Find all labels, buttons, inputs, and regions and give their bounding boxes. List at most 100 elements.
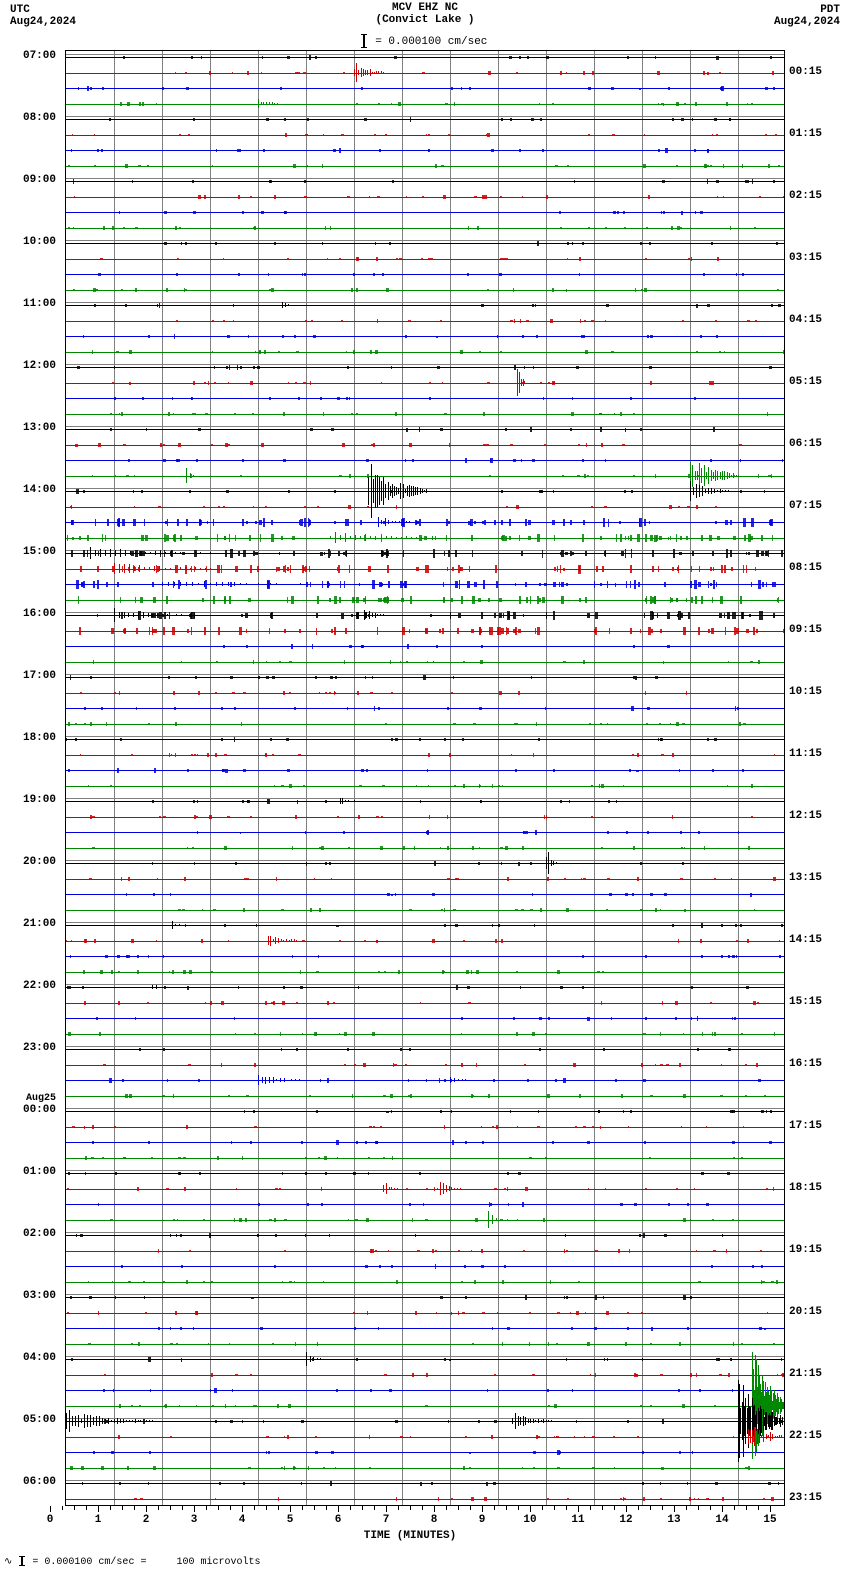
grid-hline [66,364,784,365]
grid-hline [66,1480,784,1481]
x-minor-tick [74,1506,75,1510]
x-minor-tick [422,1506,423,1510]
grid-vline [114,51,115,1505]
seismic-trace [66,1251,784,1252]
x-minor-tick [614,1506,615,1510]
seismic-trace [66,1452,784,1453]
seismic-event [90,553,210,554]
footer: ∿ = 0.000100 cm/sec = 100 microvolts [4,1556,850,1568]
seismic-event [690,476,738,477]
left-hour-label: 04:00 [23,1353,56,1364]
x-minor-tick [374,1506,375,1510]
x-minor-tick [206,1506,207,1510]
seismic-trace [66,135,784,136]
station-code: MCV EHZ NC [0,2,850,14]
grid-hline [66,1170,784,1171]
seismic-trace [66,1344,784,1345]
x-minor-tick [698,1506,699,1510]
seismic-trace [66,910,784,911]
x-tick-label: 10 [523,1514,536,1526]
x-axis-title: TIME (MINUTES) [50,1530,770,1542]
x-minor-tick [254,1506,255,1510]
seismic-trace [66,941,784,942]
grid-vline [642,51,643,1505]
station-location: (Convict Lake ) [0,14,850,26]
x-minor-tick [458,1506,459,1510]
x-minor-tick [410,1506,411,1510]
seismic-event [383,1189,397,1190]
right-hour-label: 22:15 [789,1431,822,1442]
seismic-trace [66,57,784,58]
seismic-trace [66,1359,784,1360]
x-tick-label: 1 [95,1514,102,1526]
grid-vline [162,51,163,1505]
seismic-event [66,1421,152,1422]
x-minor-tick [590,1506,591,1510]
seismic-trace [66,476,784,477]
seismic-event [152,987,159,988]
x-minor-tick [650,1506,651,1510]
seismic-trace [66,1111,784,1112]
grid-vline [498,51,499,1505]
left-hour-label: 06:00 [23,1477,56,1488]
seismic-trace [66,646,784,647]
left-hour-label: 02:00 [23,1229,56,1240]
seismic-trace [66,150,784,151]
seismic-trace [66,290,784,291]
seismic-event [450,1080,469,1081]
x-minor-tick [746,1506,747,1510]
grid-vline [594,51,595,1505]
right-hour-label: 12:15 [789,811,822,822]
seismic-event [340,801,354,802]
right-hour-label: 05:15 [789,377,822,388]
scale-indicator: = 0.000100 cm/sec [0,34,850,48]
seismic-event [330,538,426,539]
grid-hline [66,54,784,55]
x-tick [146,1506,147,1512]
seismic-trace [66,1018,784,1019]
seismic-event [738,1421,785,1422]
x-tick [386,1506,387,1512]
seismic-trace [66,522,784,523]
seismic-trace [66,708,784,709]
seismic-event [268,941,297,942]
seismic-trace [66,1437,784,1438]
seismic-trace [66,104,784,105]
seismic-trace [66,1065,784,1066]
seismic-trace [66,693,784,694]
seismic-event [440,1189,459,1190]
x-tick-label: 6 [335,1514,342,1526]
seismic-trace [66,1127,784,1128]
seismic-trace [66,383,784,384]
x-tick [722,1506,723,1512]
x-minor-tick [710,1506,711,1510]
right-hour-label: 08:15 [789,563,822,574]
x-minor-tick [158,1506,159,1510]
seismic-trace [66,1483,784,1484]
right-hour-label: 15:15 [789,997,822,1008]
seismic-event [378,522,416,523]
right-hour-label: 17:15 [789,1121,822,1132]
grid-hline [66,922,784,923]
right-hour-label: 01:15 [789,129,822,140]
x-minor-tick [494,1506,495,1510]
right-hour-label: 13:15 [789,873,822,884]
seismic-trace [66,956,784,957]
x-tick-label: 15 [763,1514,776,1526]
grid-hline [66,1418,784,1419]
seismic-trace [66,786,784,787]
grid-vline [354,51,355,1505]
left-hour-label: 17:00 [23,671,56,682]
right-hour-label: 00:15 [789,67,822,78]
seismic-event [162,584,306,585]
left-hour-label: 21:00 [23,919,56,930]
grid-hline [66,240,784,241]
grid-hline [66,798,784,799]
seismic-trace [66,662,784,663]
seismic-event [114,569,210,570]
x-minor-tick [266,1506,267,1510]
x-tick [194,1506,195,1512]
right-hour-label: 19:15 [789,1245,822,1256]
seismic-trace [66,181,784,182]
seismic-event [306,1359,320,1360]
